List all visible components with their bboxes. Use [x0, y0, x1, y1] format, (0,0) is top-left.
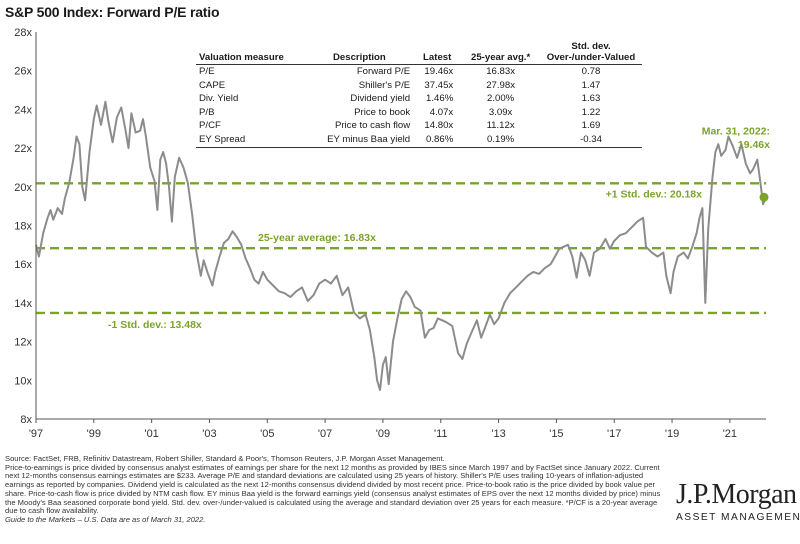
cell-stddev: -0.34	[540, 132, 642, 148]
methodology-note: Price-to-earnings is price divided by co…	[5, 462, 661, 516]
cell-description: EY minus Baa yield	[305, 132, 414, 148]
reference-lines: +1 Std. dev.: 20.18x 25-year average: 16.…	[36, 182, 766, 331]
endpoint-label-date: Mar. 31, 2022:	[702, 126, 770, 138]
cell-measure: CAPE	[199, 79, 226, 91]
cell-stddev: 1.63	[581, 93, 601, 105]
source-note: Source: FactSet, FRB, Refinitiv Datastre…	[5, 454, 445, 463]
chart-title: S&P 500 Index: Forward P/E ratio	[5, 4, 220, 20]
y-tick-label: 24x	[14, 104, 32, 116]
cell-stddev: 0.78	[581, 66, 601, 77]
reference-line-label: 25-year average: 16.83x	[258, 232, 376, 244]
x-tick-label: '21	[723, 428, 737, 440]
x-tick-label: '15	[549, 428, 563, 440]
cell-latest: 14.80x	[424, 120, 454, 132]
cell-stddev: 1.69	[581, 120, 601, 132]
cell-description: Forward P/E	[356, 66, 411, 77]
x-tick-label: '99	[87, 428, 101, 440]
y-tick-label: 22x	[14, 143, 32, 155]
cell-avg: 3.09x	[488, 106, 513, 118]
valuation-table: Valuation measure Description Latest 25-…	[196, 40, 642, 148]
y-tick-label: 12x	[14, 337, 32, 349]
table-row: Div. Yield Dividend yield 1.46% 2.00% 1.63	[196, 92, 642, 106]
header-latest: Latest	[413, 40, 462, 65]
cell-latest: 0.86%	[413, 132, 462, 148]
cell-avg: 2.00%	[487, 93, 515, 105]
table-row: P/B Price to book 4.07x 3.09x 1.22	[196, 106, 642, 120]
x-tick-label: '05	[260, 428, 274, 440]
y-tick-label: 20x	[14, 182, 32, 194]
cell-avg: 11.12x	[486, 120, 515, 132]
table-row: P/E Forward P/E 19.46x 16.83x 0.78	[196, 65, 642, 79]
y-tick-label: 8x	[20, 414, 32, 426]
table-row: P/CF Price to cash flow 14.80x 11.12x 1.69	[196, 119, 642, 133]
cell-measure: EY Spread	[196, 132, 306, 148]
header-valuation-measure: Valuation measure	[196, 40, 306, 65]
y-tick-label: 16x	[14, 259, 32, 271]
logo-subtitle: ASSET MANAGEMENT	[676, 512, 800, 523]
y-tick-label: 28x	[14, 27, 32, 39]
x-axis-ticks: '97 '99 '01 '03 '05 '07 '09 '11 '13 '15 '17 '19 '21	[29, 419, 737, 440]
header-description: Description	[305, 40, 414, 65]
cell-avg: 0.19%	[461, 132, 540, 148]
cell-description: Shiller's P/E	[358, 79, 411, 91]
endpoint-label-value: 19.46x	[738, 139, 770, 151]
series-line-forward-pe	[35, 100, 767, 391]
cell-description: Price to book	[354, 106, 411, 118]
header-std-dev: Std. dev. Over-/under-Valued	[540, 40, 642, 65]
cell-avg: 27.98x	[486, 79, 516, 91]
x-tick-label: '11	[434, 428, 448, 440]
jpmorgan-logo: J.P.Morgan ASSET MANAGEMENT	[676, 479, 800, 524]
x-tick-label: '17	[607, 428, 621, 440]
x-tick-label: '07	[318, 428, 332, 440]
cell-stddev: 1.22	[581, 106, 601, 118]
x-tick-label: '19	[665, 428, 679, 440]
x-tick-label: '13	[491, 428, 505, 440]
endpoint-marker	[759, 192, 769, 202]
cell-description: Price to cash flow	[334, 120, 411, 132]
y-tick-label: 18x	[14, 221, 32, 233]
table-header-row: Valuation measure Description Latest 25-…	[196, 40, 642, 65]
table-row: CAPE Shiller's P/E 37.45x 27.98x 1.47	[196, 79, 642, 93]
cell-measure: P/E	[199, 66, 215, 77]
cell-avg: 16.83x	[486, 66, 516, 77]
table-row: EY Spread EY minus Baa yield 0.86% 0.19% -0.…	[196, 132, 642, 148]
header-25yr-avg: 25-year avg.*	[461, 40, 540, 65]
y-axis-ticks: 8x 10x 12x 14x 16x 18x 20x 22x 24x 26x 28x	[14, 27, 32, 426]
y-tick-label: 14x	[14, 298, 32, 310]
cell-description: Dividend yield	[350, 93, 411, 105]
cell-stddev: 1.47	[581, 79, 601, 91]
y-tick-label: 10x	[14, 375, 32, 387]
cell-latest: 1.46%	[426, 93, 454, 105]
x-tick-label: '09	[376, 428, 390, 440]
x-tick-label: '01	[144, 428, 158, 440]
y-tick-label: 26x	[14, 66, 32, 78]
footnotes: Source: FactSet, FRB, Refinitiv Datastre…	[5, 454, 670, 525]
guide-note: Guide to the Markets – U.S. Data are as …	[5, 514, 206, 524]
reference-line-label: -1 Std. dev.: 13.48x	[108, 319, 202, 331]
cell-measure: Div. Yield	[199, 93, 239, 105]
cell-measure: P/B	[199, 106, 215, 118]
reference-line-label: +1 Std. dev.: 20.18x	[606, 188, 703, 200]
x-tick-label: '03	[202, 428, 216, 440]
cell-latest: 4.07x	[429, 106, 454, 118]
logo-brand: J.P.Morgan	[676, 479, 797, 510]
x-tick-label: '97	[29, 428, 43, 440]
cell-latest: 19.46x	[424, 66, 454, 77]
cell-latest: 37.45x	[424, 79, 454, 91]
cell-measure: P/CF	[199, 120, 221, 132]
